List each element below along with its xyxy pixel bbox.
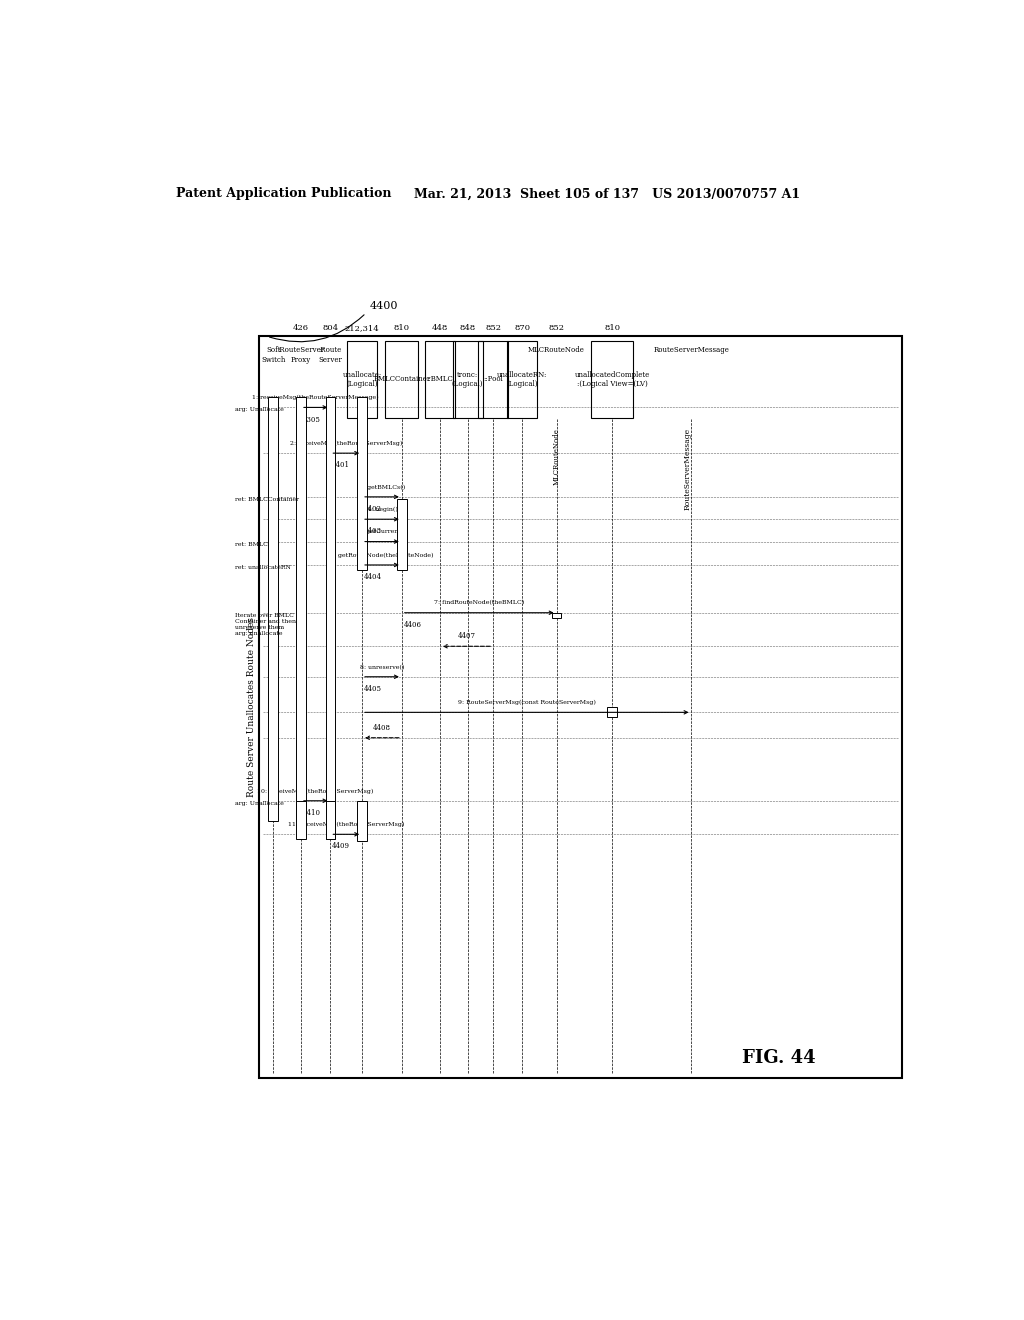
Bar bbox=[453, 342, 482, 417]
Text: 10: receiveMsg(theRouteServerMsg): 10: receiveMsg(theRouteServerMsg) bbox=[257, 788, 374, 793]
Text: ret: BMLC: ret: BMLC bbox=[236, 541, 268, 546]
Text: 2: receiveMsg(theRouteServerMsg): 2: receiveMsg(theRouteServerMsg) bbox=[290, 441, 402, 446]
Text: arg: Unallocate: arg: Unallocate bbox=[236, 408, 284, 412]
Text: Patent Application Publication: Patent Application Publication bbox=[176, 187, 391, 201]
Text: Soft
Switch: Soft Switch bbox=[261, 346, 286, 363]
Text: Mar. 21, 2013  Sheet 105 of 137   US 2013/0070757 A1: Mar. 21, 2013 Sheet 105 of 137 US 2013/0… bbox=[414, 187, 800, 201]
Text: unallocate:
(Logical): unallocate: (Logical) bbox=[342, 371, 382, 388]
Text: 9: RouteServerMsg(const RouteServerMsg): 9: RouteServerMsg(const RouteServerMsg) bbox=[458, 700, 596, 705]
Bar bbox=[507, 342, 538, 417]
Text: 810: 810 bbox=[394, 325, 410, 333]
Text: 4402: 4402 bbox=[364, 506, 382, 513]
Bar bbox=[478, 342, 508, 417]
Text: 4408: 4408 bbox=[373, 723, 391, 731]
Bar bbox=[347, 342, 377, 417]
Text: FIG. 44: FIG. 44 bbox=[742, 1049, 815, 1067]
Text: RouteServerMessage: RouteServerMessage bbox=[653, 346, 729, 355]
Text: :RouteServer
Proxy: :RouteServer Proxy bbox=[278, 346, 325, 363]
Text: 11: receiveMsg(theRouteServerMsg): 11: receiveMsg(theRouteServerMsg) bbox=[288, 822, 404, 828]
Text: 4405: 4405 bbox=[364, 685, 382, 693]
Text: MLCRouteNode: MLCRouteNode bbox=[528, 346, 585, 355]
Text: 3: getBMLCs(): 3: getBMLCs() bbox=[358, 484, 406, 490]
Text: 8: unreserve(): 8: unreserve() bbox=[359, 664, 404, 669]
Text: 4406: 4406 bbox=[403, 620, 422, 628]
Text: 4410: 4410 bbox=[303, 809, 321, 817]
Bar bbox=[259, 337, 902, 1078]
Bar bbox=[357, 801, 367, 841]
Bar bbox=[385, 342, 419, 417]
Bar bbox=[592, 342, 633, 417]
Text: 5: getCurrent(): 5: getCurrent() bbox=[358, 529, 406, 535]
Bar bbox=[397, 499, 407, 570]
Text: BMLCContainer: BMLCContainer bbox=[373, 375, 430, 384]
Text: arg: Unallocate: arg: Unallocate bbox=[236, 801, 284, 805]
Text: 7: findRouteNode(theBMLC): 7: findRouteNode(theBMLC) bbox=[434, 601, 524, 606]
Text: MLCRouteNode: MLCRouteNode bbox=[553, 428, 560, 484]
Text: 4305: 4305 bbox=[303, 416, 321, 424]
Text: 4400: 4400 bbox=[370, 301, 398, 312]
Bar bbox=[326, 397, 335, 840]
Text: 810: 810 bbox=[604, 325, 621, 333]
Text: 848: 848 bbox=[460, 325, 476, 333]
Text: 426: 426 bbox=[293, 325, 309, 333]
Text: tronc:
(Logical): tronc: (Logical) bbox=[452, 371, 483, 388]
Text: ::Pool: ::Pool bbox=[483, 375, 503, 384]
Text: 212,314: 212,314 bbox=[345, 325, 380, 333]
Text: 4404: 4404 bbox=[364, 573, 382, 581]
Text: unallocatedComplete
:(Logical View=(LV): unallocatedComplete :(Logical View=(LV) bbox=[574, 371, 649, 388]
Text: unallocateRN:
(Logical): unallocateRN: (Logical) bbox=[498, 371, 548, 388]
Bar bbox=[296, 397, 306, 821]
Text: :Route
Server: :Route Server bbox=[318, 346, 342, 363]
Text: 852: 852 bbox=[549, 325, 564, 333]
Text: 4403: 4403 bbox=[364, 528, 382, 536]
Text: 1: receiveMsg(theRouteServerMessage): 1: receiveMsg(theRouteServerMessage) bbox=[252, 395, 379, 400]
Text: ret: unallocateRN: ret: unallocateRN bbox=[236, 565, 291, 570]
Text: 448: 448 bbox=[432, 325, 449, 333]
Text: 4407: 4407 bbox=[458, 632, 475, 640]
Text: 4409: 4409 bbox=[332, 842, 350, 850]
Bar bbox=[296, 801, 306, 840]
Text: 852: 852 bbox=[485, 325, 501, 333]
Text: 4: begin(): 4: begin() bbox=[367, 507, 397, 512]
Text: Iterate over BMLC
Container and then
unreserve them
arg: unallocate: Iterate over BMLC Container and then unr… bbox=[236, 612, 296, 636]
Text: 804: 804 bbox=[323, 325, 338, 333]
Bar bbox=[268, 397, 278, 821]
Text: ::BMLC: ::BMLC bbox=[427, 375, 454, 384]
Bar bbox=[552, 612, 561, 618]
Bar bbox=[357, 397, 367, 570]
Bar bbox=[425, 342, 455, 417]
Text: ret: BMLCContainer: ret: BMLCContainer bbox=[236, 496, 299, 502]
Text: 4401: 4401 bbox=[332, 461, 350, 470]
Text: RouteServerMessage: RouteServerMessage bbox=[683, 428, 691, 510]
Bar bbox=[607, 708, 616, 718]
Text: 870: 870 bbox=[514, 325, 530, 333]
Text: Route Server Unallocates Route Nodes: Route Server Unallocates Route Nodes bbox=[247, 618, 256, 797]
Text: 6: getRouteNode(theRouteNode): 6: getRouteNode(theRouteNode) bbox=[330, 553, 434, 558]
Bar bbox=[326, 801, 335, 840]
